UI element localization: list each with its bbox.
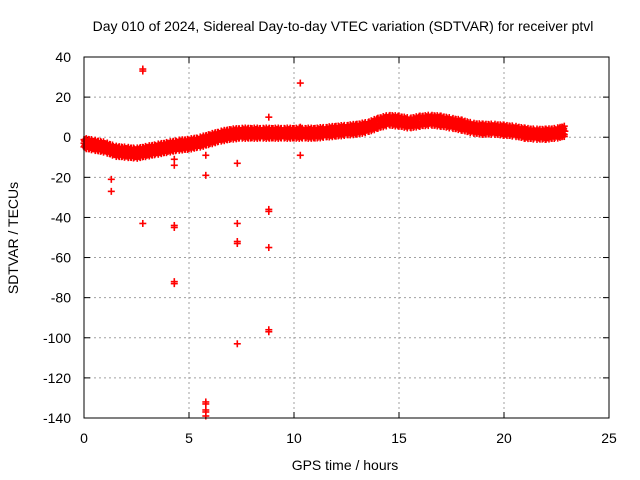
outlier-point	[170, 223, 178, 231]
y-axis-label: SDTVAR / TECUs	[5, 182, 21, 294]
axis-ticks: 0 5 10 15 20 25 -140 -120 -100 -80 -60 -40 -20 0 20 40	[43, 49, 617, 446]
x-axis-label: GPS time / hours	[292, 457, 399, 473]
outlier-point	[296, 79, 304, 87]
y-tick-label: -60	[51, 250, 71, 266]
x-tick-label: 0	[80, 430, 88, 446]
outlier-point	[233, 340, 241, 348]
y-tick-label: -100	[43, 330, 71, 346]
outlier-point	[296, 151, 304, 159]
outlier-point	[233, 159, 241, 167]
outlier-point	[265, 113, 273, 121]
outlier-point	[139, 219, 147, 227]
outlier-point	[233, 219, 241, 227]
outlier-point	[107, 187, 115, 195]
outlier-point	[265, 328, 273, 336]
y-tick-label: -20	[51, 169, 71, 185]
x-tick-label: 25	[601, 430, 617, 446]
outlier-point	[202, 400, 210, 408]
y-tick-label: -140	[43, 410, 71, 426]
outlier-point	[107, 175, 115, 183]
outlier-point	[296, 123, 304, 131]
y-tick-label: -40	[51, 209, 71, 225]
chart-title: Day 010 of 2024, Sidereal Day-to-day VTE…	[93, 18, 594, 34]
outlier-point	[170, 280, 178, 288]
outlier-point	[202, 151, 210, 159]
trend-point	[561, 127, 569, 135]
outlier-point	[139, 67, 147, 75]
grid	[84, 57, 609, 418]
plot-frame	[83, 56, 610, 419]
data-points	[80, 65, 569, 420]
y-tick-label: 40	[55, 49, 71, 65]
outlier-point	[265, 244, 273, 252]
x-tick-label: 10	[286, 430, 302, 446]
y-tick-label: -120	[43, 370, 71, 386]
outlier-point	[170, 161, 178, 169]
x-tick-label: 5	[185, 430, 193, 446]
outlier-point	[233, 240, 241, 248]
y-tick-label: -80	[51, 290, 71, 306]
outlier-point	[265, 207, 273, 215]
outlier-point	[170, 155, 178, 163]
x-tick-label: 20	[496, 430, 512, 446]
x-tick-label: 15	[391, 430, 407, 446]
outlier-point	[202, 171, 210, 179]
y-tick-label: 0	[63, 129, 71, 145]
y-tick-label: 20	[55, 89, 71, 105]
